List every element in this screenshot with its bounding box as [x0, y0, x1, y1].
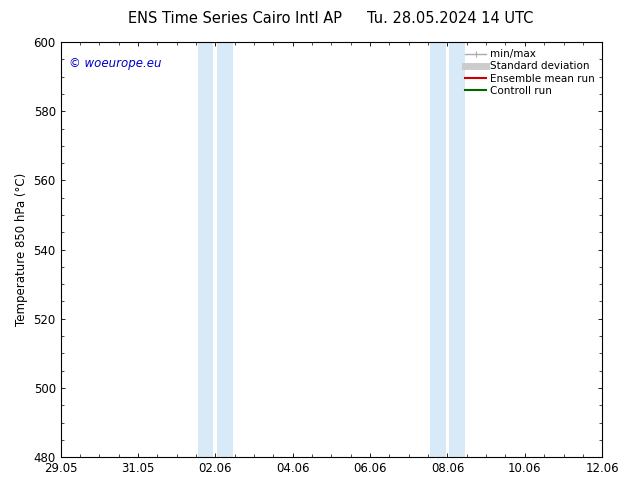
Bar [450, 42, 465, 457]
Text: ENS Time Series Cairo Intl AP: ENS Time Series Cairo Intl AP [127, 11, 342, 26]
Text: Tu. 28.05.2024 14 UTC: Tu. 28.05.2024 14 UTC [367, 11, 533, 26]
Text: © woeurope.eu: © woeurope.eu [69, 56, 161, 70]
Bar [217, 42, 233, 457]
Y-axis label: Temperature 850 hPa (°C): Temperature 850 hPa (°C) [15, 173, 28, 326]
Legend: min/max, Standard deviation, Ensemble mean run, Controll run: min/max, Standard deviation, Ensemble me… [461, 45, 599, 100]
Bar [430, 42, 446, 457]
Bar [198, 42, 214, 457]
